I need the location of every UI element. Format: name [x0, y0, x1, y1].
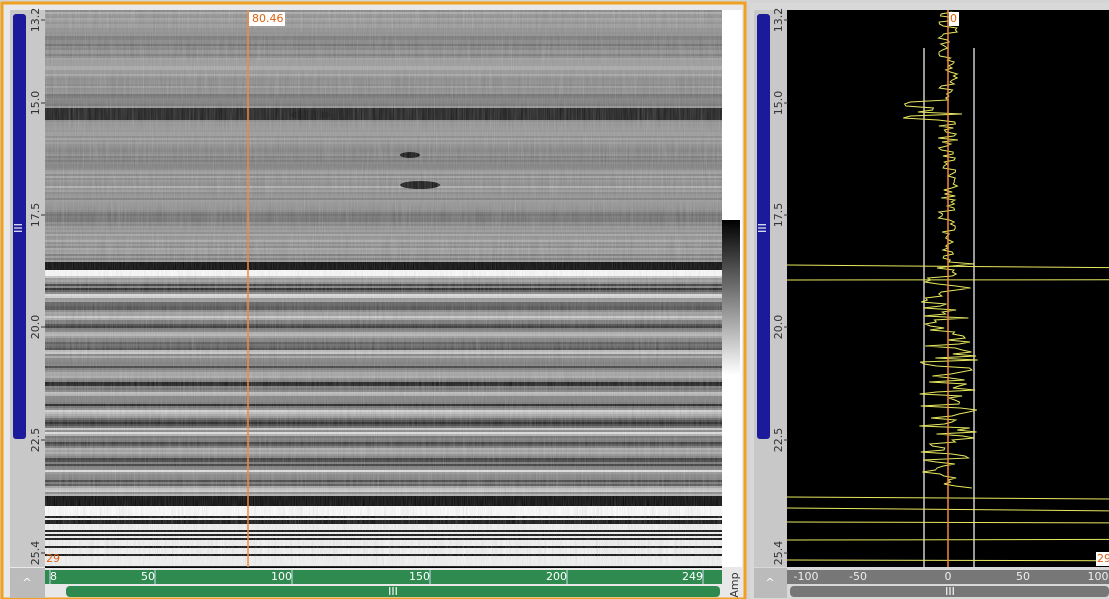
x-label: 200 [546, 570, 567, 583]
corner-label: 29 [46, 552, 60, 565]
scroll-grip: III [388, 585, 398, 598]
x-label: 8 [50, 570, 57, 583]
depth-label: 22.5 [772, 428, 785, 453]
colorbar [722, 220, 740, 375]
texture [45, 10, 722, 567]
cursor-label: 0 [950, 12, 957, 25]
amp-label: Amp [728, 572, 741, 597]
depth-label: 22.5 [29, 428, 42, 453]
ruler-grip: III [12, 223, 25, 233]
scroll-grip: III [945, 585, 955, 598]
x-label: 100 [271, 570, 292, 583]
depth-label: 13.2 [772, 8, 785, 33]
depth-label: 25.4 [772, 541, 785, 566]
depth-label: 20.0 [772, 315, 785, 340]
x-label: -50 [849, 570, 867, 583]
x-label: 50 [1016, 570, 1030, 583]
depth-label: 25.4 [29, 541, 42, 566]
collapse-icon[interactable]: ^ [765, 576, 774, 589]
corner-label: 29 [1097, 552, 1109, 565]
viewer: III 80.46 29 13.215.017.520.022.525.4 ^ … [0, 0, 1109, 599]
x-label: 100 [1088, 570, 1109, 583]
depth-label: 17.5 [29, 203, 42, 228]
x-label: 150 [409, 570, 430, 583]
ruler-grip: III [756, 223, 769, 233]
x-label: 249 [682, 570, 703, 583]
depth-label: 20.0 [29, 315, 42, 340]
depth-label: 17.5 [772, 203, 785, 228]
depth-label: 13.2 [29, 8, 42, 33]
page: III 80.46 29 13.215.017.520.022.525.4 ^ … [0, 0, 1109, 599]
depth-label: 15.0 [29, 91, 42, 116]
collapse-icon[interactable]: ^ [22, 576, 31, 589]
depth-label: 15.0 [772, 91, 785, 116]
x-label: -100 [794, 570, 819, 583]
x-label: 0 [945, 570, 952, 583]
x-label: 50 [141, 570, 155, 583]
cursor-label: 80.46 [252, 12, 284, 25]
